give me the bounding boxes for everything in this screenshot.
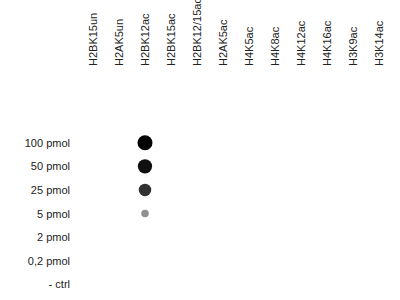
column-label: H3K9ac [347, 26, 359, 66]
column-labels: H2BK15un H2AK5un H2BK12ac H2BK15ac H2BK12/15… [87, 0, 385, 66]
column-label: H2BK15ac [165, 13, 177, 66]
dot-blot: H2BK15un H2AK5un H2BK12ac H2BK15ac H2BK12/15… [0, 0, 400, 300]
row-label: 2 pmol [37, 231, 70, 243]
column-label: H2AK5un [113, 19, 125, 66]
dots [138, 135, 153, 217]
row-label: 25 pmol [31, 184, 70, 196]
row-label: - ctrl [49, 278, 70, 290]
row-label: 5 pmol [37, 208, 70, 220]
column-label: H3K14ac [373, 20, 385, 66]
column-label: H4K16ac [321, 20, 333, 66]
column-label: H4K8ac [269, 26, 281, 66]
row-label: 100 pmol [25, 137, 70, 149]
column-label: H2BK15un [87, 13, 99, 66]
row-labels: 100 pmol 50 pmol 25 pmol 5 pmol 2 pmol 0,2 pm… [25, 137, 70, 290]
column-label: H4K5ac [243, 26, 255, 66]
dot [138, 159, 152, 173]
column-label: H2BK12ac [139, 13, 151, 66]
row-label: 0,2 pmol [28, 255, 70, 267]
column-label: H2AK5ac [217, 19, 229, 66]
column-label: H4K12ac [295, 20, 307, 66]
row-label: 50 pmol [31, 160, 70, 172]
dot [139, 184, 152, 197]
dot [141, 210, 149, 218]
dot [138, 135, 153, 150]
column-label: H2BK12/15ac [191, 0, 203, 66]
